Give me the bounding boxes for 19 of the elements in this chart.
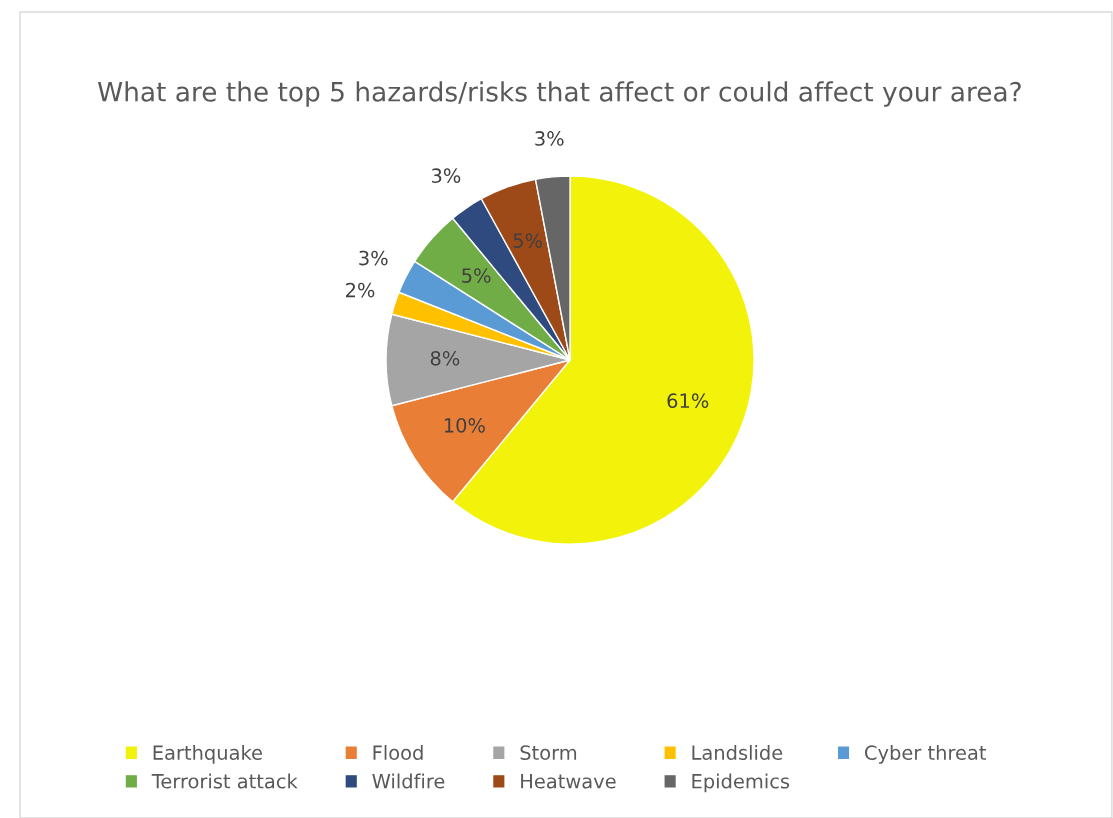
chart-title: What are the top 5 hazards/risks that affect or could affect your area? xyxy=(97,81,1021,107)
legend-label: Cyber threat xyxy=(865,744,987,764)
data-label: 10% xyxy=(444,417,485,433)
data-label: 61% xyxy=(667,393,709,409)
data-label: 8% xyxy=(430,350,460,366)
data-label: 5% xyxy=(462,268,491,283)
data-label: 3% xyxy=(359,250,388,266)
data-label: 3% xyxy=(535,131,564,146)
legend-label: Landslide xyxy=(692,744,783,761)
legend-label: Heatwave xyxy=(521,774,616,789)
legend-label: Epidemics xyxy=(692,773,790,793)
data-label: 5% xyxy=(513,233,542,248)
data-label: 2% xyxy=(346,282,375,298)
legend-label: Flood xyxy=(373,744,423,761)
legend-label: Earthquake xyxy=(153,744,262,764)
legend-label: Wildfire xyxy=(372,773,445,789)
data-label: 3% xyxy=(431,168,461,184)
legend-label: Storm xyxy=(520,745,577,761)
legend-label: Terrorist attack xyxy=(151,773,298,789)
